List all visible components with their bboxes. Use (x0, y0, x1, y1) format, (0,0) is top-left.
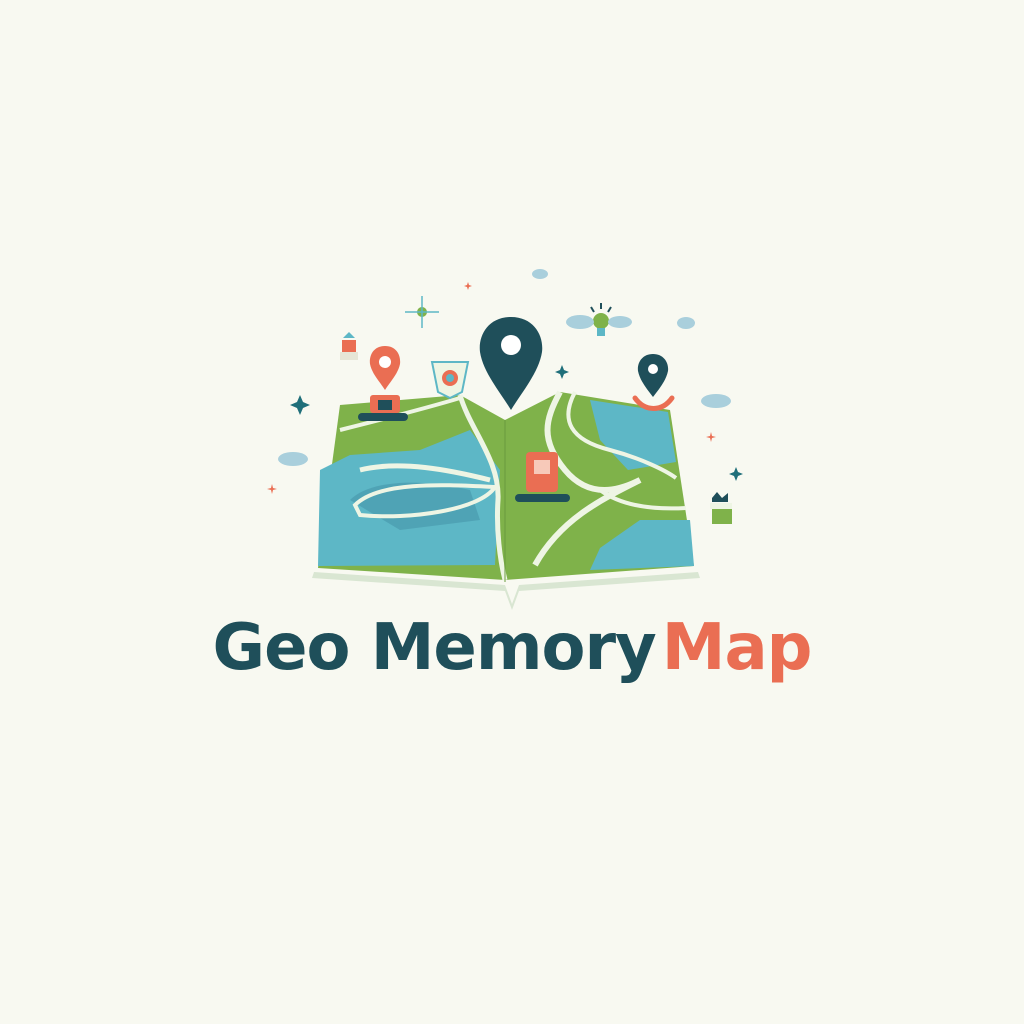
app-title: Geo MemoryMap (0, 610, 1024, 687)
sparkle-icon (267, 282, 743, 494)
folded-map-icon (312, 390, 700, 610)
lantern-icon (515, 452, 570, 502)
cloud-icon (278, 269, 731, 466)
planter-icon (710, 492, 732, 524)
location-pin-icon (632, 354, 675, 411)
lantern-icon (340, 332, 358, 360)
location-pin-icon (358, 346, 408, 421)
title-primary: Geo Memory (212, 611, 657, 685)
badge-icon (430, 361, 470, 400)
lightbulb-icon (590, 303, 612, 336)
location-pin-icon (479, 317, 543, 410)
title-accent: Map (661, 611, 813, 685)
